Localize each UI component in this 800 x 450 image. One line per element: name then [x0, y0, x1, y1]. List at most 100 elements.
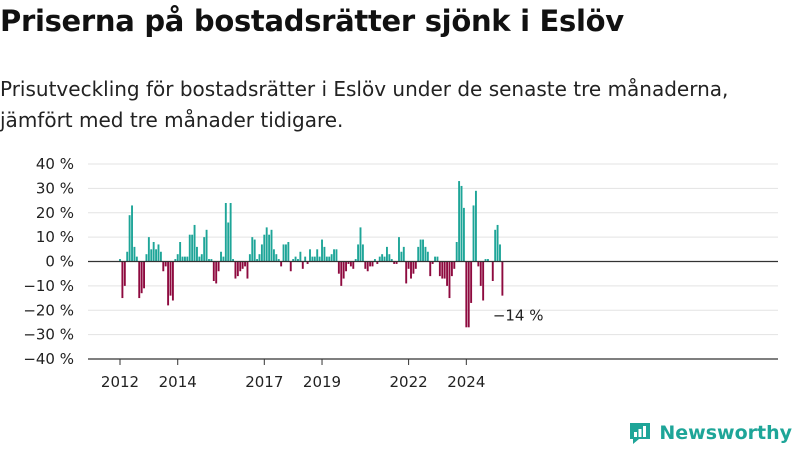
newsworthy-logo-text: Newsworthy	[659, 422, 792, 444]
bar	[369, 261, 372, 267]
bar	[272, 249, 275, 262]
bar	[494, 229, 497, 262]
bar	[441, 261, 444, 279]
bar	[412, 261, 415, 274]
bar	[265, 227, 268, 262]
y-tick-label: −40 %	[23, 350, 74, 368]
bar	[316, 249, 319, 262]
y-tick-label: −30 %	[23, 326, 74, 344]
bar	[215, 261, 218, 284]
bar	[121, 261, 124, 299]
bar	[217, 261, 220, 272]
newsworthy-logo-icon	[630, 423, 651, 444]
bar	[280, 261, 283, 267]
bar	[431, 261, 434, 264]
bar	[361, 244, 364, 262]
bar	[477, 261, 480, 267]
bar	[176, 254, 179, 262]
bar	[340, 261, 343, 286]
bar	[128, 215, 131, 262]
bar	[378, 256, 381, 262]
bar	[282, 244, 285, 262]
bar	[318, 256, 321, 262]
bar	[232, 259, 234, 262]
bar	[222, 256, 225, 262]
bar	[390, 259, 393, 262]
bar	[491, 261, 494, 281]
bar	[337, 261, 340, 274]
bar	[407, 261, 410, 269]
bar	[402, 246, 405, 262]
bar	[234, 261, 237, 279]
bar	[198, 256, 201, 262]
bar	[330, 254, 333, 262]
bar	[263, 234, 266, 262]
bar	[183, 256, 186, 262]
bar	[191, 234, 194, 262]
x-tick-label: 2012	[101, 373, 139, 391]
bar	[484, 259, 487, 262]
bar	[335, 249, 338, 262]
bar	[205, 229, 208, 262]
bar	[224, 203, 227, 262]
bar	[349, 261, 352, 267]
bar	[417, 246, 420, 262]
bar	[479, 261, 482, 286]
bar	[400, 251, 403, 262]
bar	[309, 249, 311, 262]
bar	[292, 259, 295, 262]
bar	[289, 261, 292, 272]
bar	[143, 261, 145, 289]
bar	[306, 261, 309, 264]
bar	[414, 261, 417, 269]
bar	[210, 259, 213, 262]
bar	[448, 261, 451, 299]
bar	[474, 190, 477, 262]
bar	[248, 254, 251, 262]
bar	[260, 244, 263, 262]
bar	[501, 261, 504, 296]
bar	[333, 249, 335, 262]
bar	[227, 222, 230, 262]
y-tick-label: 30 %	[36, 179, 74, 197]
bar	[212, 261, 215, 281]
bar	[200, 254, 203, 262]
x-tick-label: 2022	[390, 373, 428, 391]
bar	[244, 261, 247, 267]
bar	[424, 246, 427, 262]
bar	[455, 242, 458, 262]
bar	[376, 261, 379, 264]
bar	[145, 254, 148, 262]
bar	[287, 242, 290, 262]
bar	[135, 256, 138, 262]
bar	[462, 207, 465, 262]
newsworthy-logo: Newsworthy	[627, 420, 792, 446]
bar	[357, 244, 360, 262]
bar	[174, 259, 177, 262]
bar	[157, 244, 160, 262]
bar	[179, 242, 182, 262]
bar	[436, 256, 439, 262]
bar	[354, 259, 357, 262]
bar	[472, 205, 475, 262]
bar	[164, 261, 167, 267]
bar	[398, 237, 400, 262]
bar	[126, 251, 129, 262]
bar	[460, 185, 463, 262]
bar	[328, 256, 331, 262]
bar	[321, 239, 323, 262]
bar	[342, 261, 345, 279]
last-value-annotation: −14 %	[493, 307, 544, 325]
bar	[381, 254, 384, 262]
bar	[359, 227, 362, 262]
y-tick-label: 20 %	[36, 204, 74, 222]
bar	[366, 261, 369, 272]
bar	[434, 256, 436, 262]
bar	[405, 261, 408, 284]
bar	[313, 256, 316, 262]
bar	[373, 259, 376, 262]
bar	[171, 261, 174, 301]
chart-subtitle: Prisutveckling för bostadsrätter i Eslöv…	[0, 77, 729, 132]
bar	[311, 256, 314, 262]
x-tick-label: 2017	[245, 373, 283, 391]
